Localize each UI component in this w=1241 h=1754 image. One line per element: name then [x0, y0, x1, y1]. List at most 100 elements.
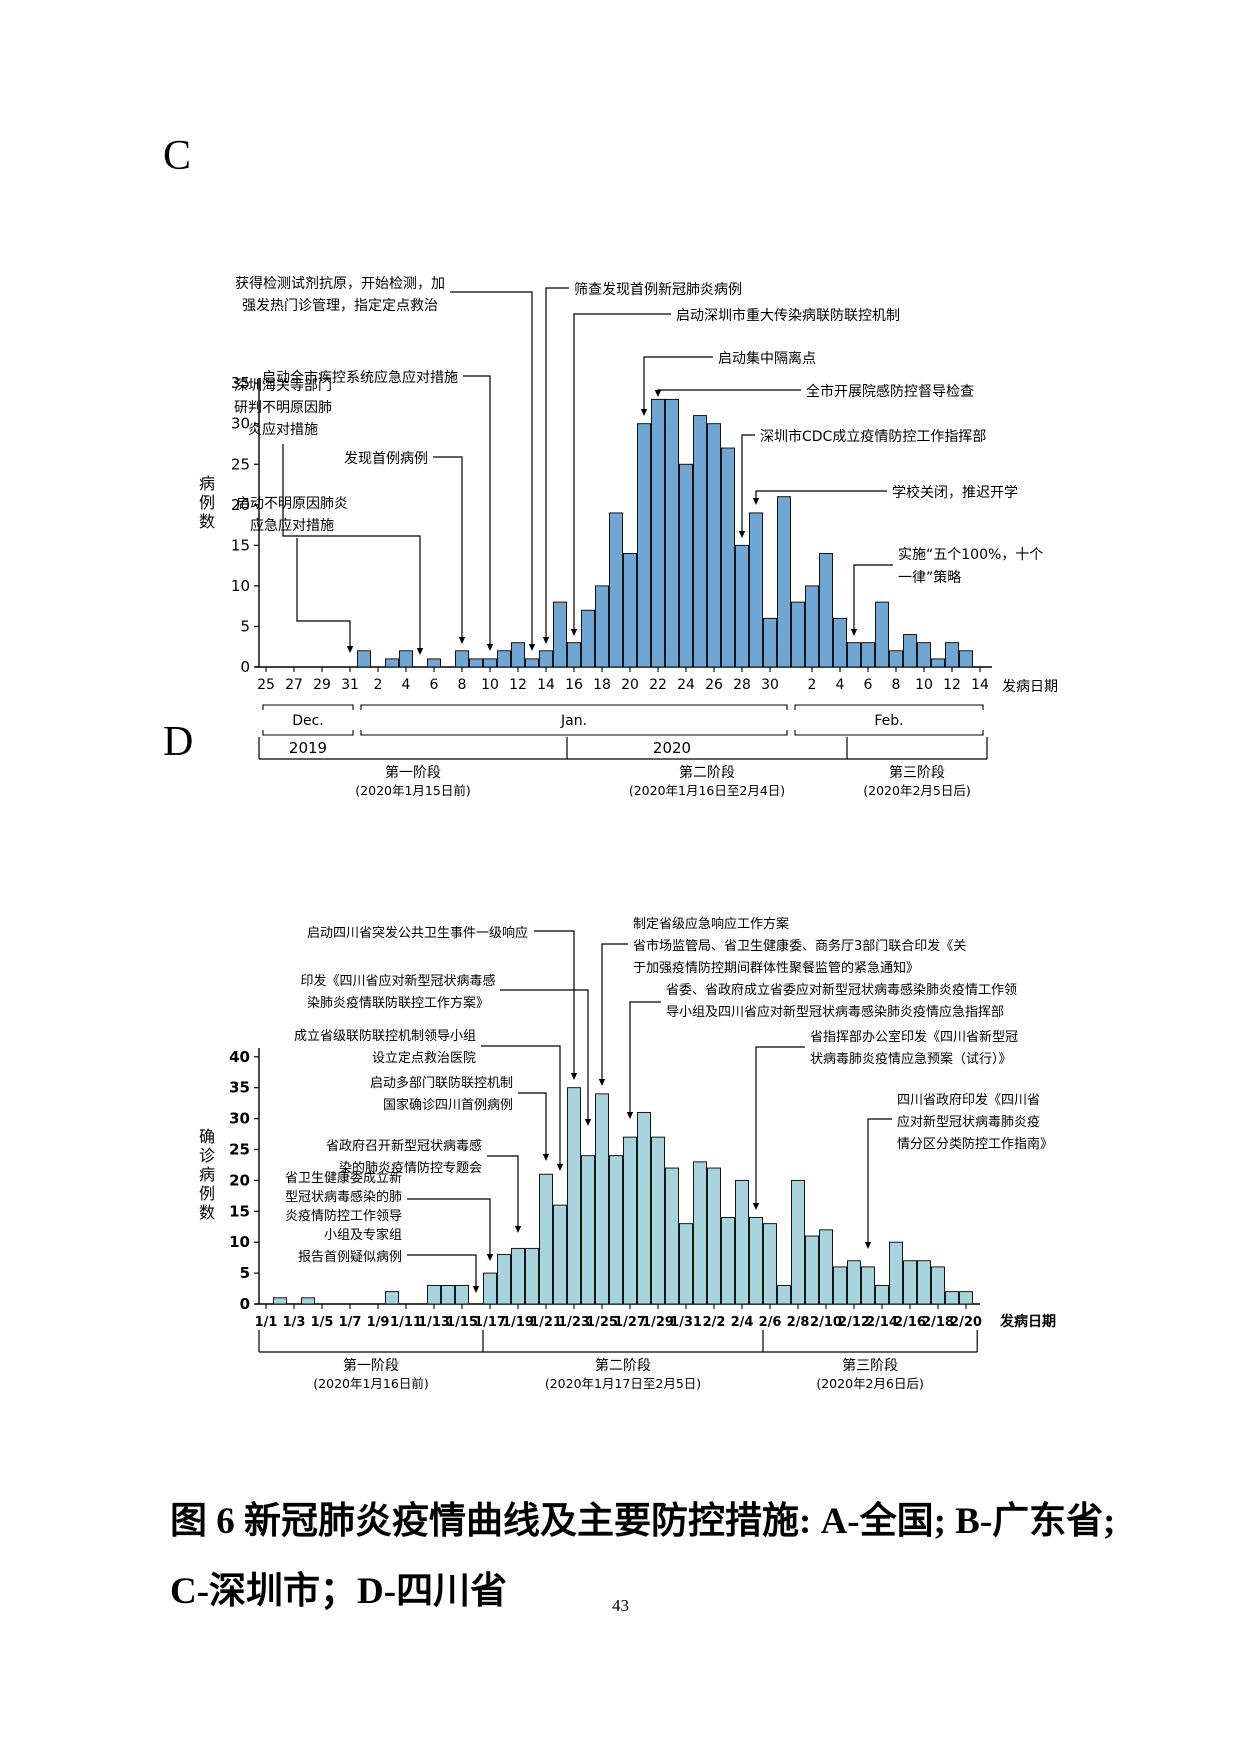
bar: [679, 463, 693, 668]
bar: [427, 1285, 441, 1305]
bar: [791, 601, 805, 668]
bar: [651, 398, 665, 668]
arrowhead-icon: [542, 1154, 550, 1161]
annotation-label: 启动不明原因肺炎应急应对措施: [236, 496, 348, 534]
bar: [623, 1136, 637, 1305]
bar: [763, 1223, 777, 1305]
annotation-label: 全市开展院感防控督导检查: [806, 383, 974, 400]
annotation-label: 深圳海关等部门研判不明原因肺炎应对措施: [234, 377, 332, 438]
bar: [497, 1254, 511, 1305]
arrowhead-icon: [752, 1203, 760, 1210]
year-label: 2020: [653, 739, 691, 757]
x-tick-label: 1/19: [502, 1315, 534, 1330]
bar: [917, 1260, 931, 1305]
stage-label: 第二阶段: [679, 764, 735, 781]
stage-date-range: (2020年2月5日后): [863, 783, 970, 798]
bar: [903, 634, 917, 668]
y-tick-label: 5: [240, 617, 250, 635]
bar: [357, 650, 371, 668]
annotation-label: 启动四川省突发公共卫生事件一级响应: [307, 925, 528, 941]
arrowhead-icon: [570, 1073, 578, 1080]
arrowhead-icon: [542, 637, 550, 644]
bar: [595, 1093, 609, 1305]
arrowhead-icon: [752, 498, 760, 505]
arrowhead-icon: [864, 1242, 872, 1249]
bar: [651, 1136, 665, 1305]
bar: [553, 601, 567, 668]
bar: [567, 642, 581, 668]
bar: [931, 1266, 945, 1305]
x-tick-label: 1/9: [367, 1315, 390, 1330]
bar: [777, 496, 791, 668]
annotation-leader-line: [282, 444, 421, 650]
bars-panel-D: [273, 1087, 973, 1305]
bar: [833, 617, 847, 668]
annotation-label: 报告首例疑似病例: [298, 1249, 402, 1265]
arrowhead-icon: [514, 1226, 522, 1233]
bar: [441, 1285, 455, 1305]
x-tick-label: 8: [892, 677, 901, 693]
figure-caption-line2: C-深圳市；D-四川省: [170, 1571, 508, 1612]
bar: [273, 1297, 287, 1305]
x-tick-label: 1/13: [418, 1315, 450, 1330]
bar: [861, 642, 875, 668]
annotation-leader-line: [487, 1155, 519, 1228]
arrowhead-icon: [584, 1119, 592, 1126]
y-axis-title: 病例数: [199, 474, 215, 531]
bar: [455, 1285, 469, 1305]
x-tick-label: 1/3: [283, 1315, 306, 1330]
stage-date-range: (2020年1月15日前): [355, 783, 470, 798]
x-tick-label: 1/31: [670, 1315, 702, 1330]
annotation-leader-line: [853, 564, 893, 631]
x-tick-label: 1/7: [339, 1315, 362, 1330]
month-bracket: [262, 730, 354, 736]
bar: [637, 1111, 651, 1305]
x-tick-label: 4: [402, 677, 411, 693]
x-tick-label: 25: [257, 677, 275, 693]
x-tick-label: 6: [430, 677, 439, 693]
annotation-leader-line: [545, 287, 569, 639]
annotation-label: 省委、省政府成立省委应对新型冠状病毒感染肺炎疫情工作领导小组及四川省应对新型冠状…: [666, 982, 1017, 1020]
bar: [693, 415, 707, 668]
arrowhead-icon: [346, 646, 354, 653]
bar: [511, 642, 525, 668]
arrowhead-icon: [850, 629, 858, 636]
arrowhead-icon: [654, 390, 662, 397]
y-tick-label: 30: [231, 415, 250, 433]
y-tick-label: 30: [229, 1110, 250, 1128]
x-tick-label: 26: [705, 677, 723, 693]
bar: [749, 1217, 763, 1305]
x-tick-label: 30: [761, 677, 779, 693]
bar: [959, 1291, 973, 1305]
bar: [483, 658, 497, 668]
month-bracket: [262, 704, 354, 710]
bar: [875, 1285, 889, 1305]
bar: [861, 1266, 875, 1305]
annotation-leader-line: [867, 1118, 892, 1244]
annotation-label: 发现首例病例: [344, 451, 428, 467]
y-tick-label: 20: [231, 496, 250, 514]
year-label: 2019: [289, 739, 327, 757]
x-tick-label: 6: [864, 677, 873, 693]
stage-label: 第三阶段: [842, 1357, 898, 1374]
bar: [525, 658, 539, 668]
x-tick-label: 2: [374, 677, 383, 693]
bar: [385, 658, 399, 668]
page-number: 43: [612, 1596, 629, 1615]
bar: [707, 423, 721, 668]
x-tick-label: 14: [971, 677, 989, 693]
bar: [791, 1179, 805, 1305]
panel-label-d: D: [163, 719, 194, 765]
bar: [875, 601, 889, 668]
stage-date-range: (2020年1月16日至2月4日): [629, 783, 785, 798]
annotation-label: 成立省级联防联控机制领导小组设立定点救治医院: [294, 1028, 476, 1066]
stage-label: 第三阶段: [889, 764, 945, 781]
x-tick-label: 1/27: [614, 1315, 646, 1330]
bar: [945, 642, 959, 668]
annotation-label: 印发《四川省应对新型冠状病毒感染肺炎疫情联防联控工作方案》: [300, 973, 495, 1011]
month-label: Feb.: [874, 713, 903, 729]
x-tick-label: 2/16: [894, 1315, 926, 1330]
y-tick-label: 0: [240, 658, 250, 676]
